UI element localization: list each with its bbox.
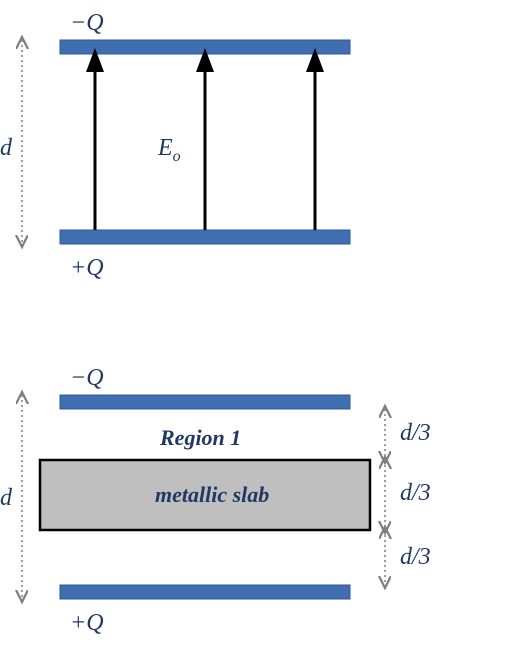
label-d-over-3: d/3 [400,544,431,570]
label-minus-q-2: −Q [70,365,104,391]
label-d-over-3: d/3 [400,420,431,446]
capacitor-plate [60,230,350,244]
label-region-1: Region 1 [159,425,241,450]
label-minus-q: −Q [70,10,104,36]
label-e0: Eo [157,135,181,165]
label-slab: metallic slab [155,482,269,507]
label-d: d [0,135,13,161]
capacitor-plate [60,585,350,599]
label-d-2: d [0,485,13,511]
capacitor-plate [60,395,350,409]
label-d-over-3: d/3 [400,480,431,506]
capacitor-plate [60,40,350,54]
label-plus-q-2: +Q [70,610,104,636]
label-plus-q: +Q [70,255,104,281]
